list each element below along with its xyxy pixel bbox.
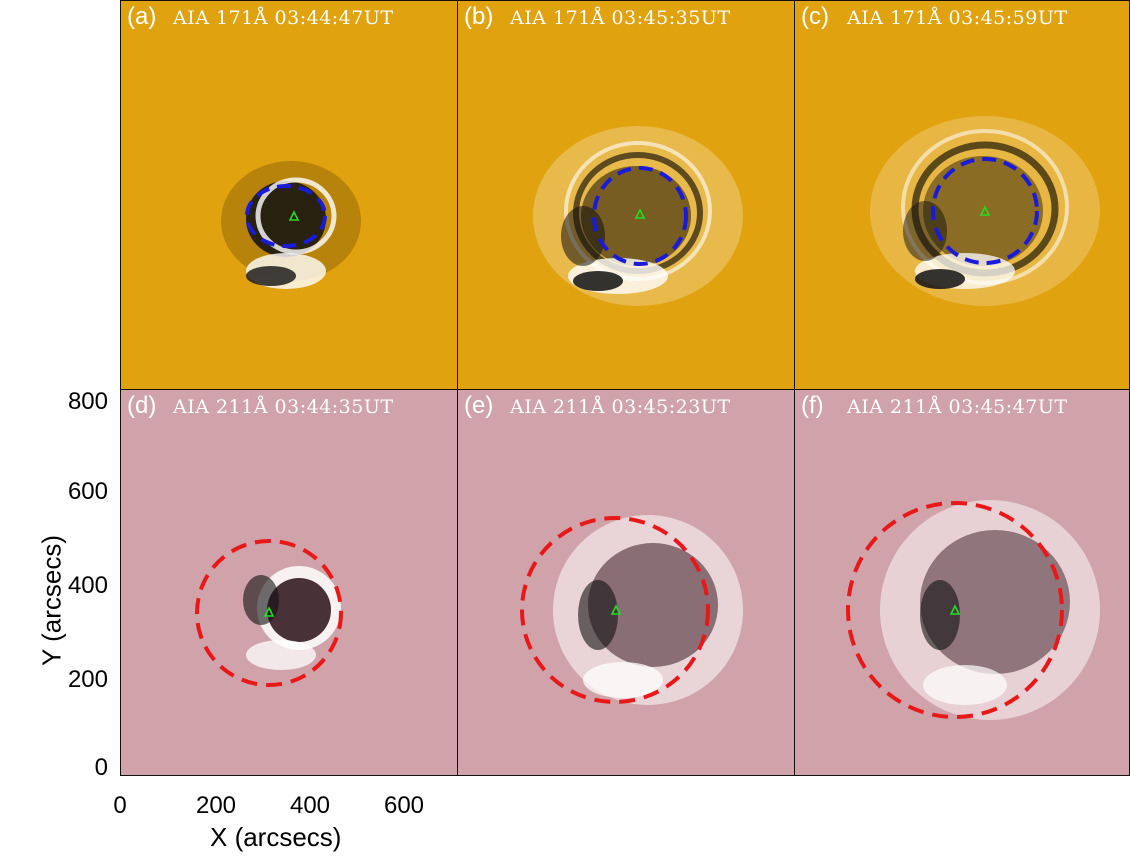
x-tick-label: 200 — [176, 792, 256, 820]
panel-c-image — [795, 1, 1130, 390]
panel-title: AIA 211Å 03:45:47UT — [847, 396, 1068, 418]
panel-f-image — [795, 390, 1130, 776]
panel-label: (d) — [127, 392, 156, 420]
panel-label: (e) — [464, 392, 493, 420]
x-tick-label: 400 — [270, 792, 350, 820]
panel-b: (b) AIA 171Å 03:45:35UT — [457, 0, 795, 390]
panel-a: (a) AIA 171Å 03:44:47UT — [120, 0, 458, 390]
x-tick-label: 0 — [80, 792, 160, 820]
panel-title: AIA 171Å 03:45:35UT — [510, 7, 731, 29]
panel-f: (f) AIA 211Å 03:45:47UT — [794, 389, 1130, 776]
y-tick-label: 800 — [0, 388, 108, 416]
panel-label: (c) — [801, 3, 829, 31]
panel-title: AIA 171Å 03:44:47UT — [173, 7, 394, 29]
panel-b-image — [458, 1, 795, 390]
x-axis-title: X (arcsecs) — [210, 822, 341, 853]
panel-label: (b) — [464, 3, 493, 31]
x-tick-label: 600 — [364, 792, 444, 820]
panel-label: (f) — [801, 392, 824, 420]
panel-label: (a) — [127, 3, 156, 31]
y-tick-label: 0 — [0, 754, 108, 782]
y-tick-label: 600 — [0, 478, 108, 506]
panel-c: (c) AIA 171Å 03:45:59UT — [794, 0, 1130, 390]
panel-d: (d) AIA 211Å 03:44:35UT — [120, 389, 458, 776]
panel-title: AIA 171Å 03:45:59UT — [847, 7, 1068, 29]
panel-e-image — [458, 390, 795, 776]
panel-title: AIA 211Å 03:44:35UT — [173, 396, 394, 418]
panel-d-image — [121, 390, 458, 776]
panel-title: AIA 211Å 03:45:23UT — [510, 396, 731, 418]
panel-e: (e) AIA 211Å 03:45:23UT — [457, 389, 795, 776]
y-axis-title: Y (arcsecs) — [37, 511, 68, 691]
panel-a-image — [121, 1, 458, 390]
